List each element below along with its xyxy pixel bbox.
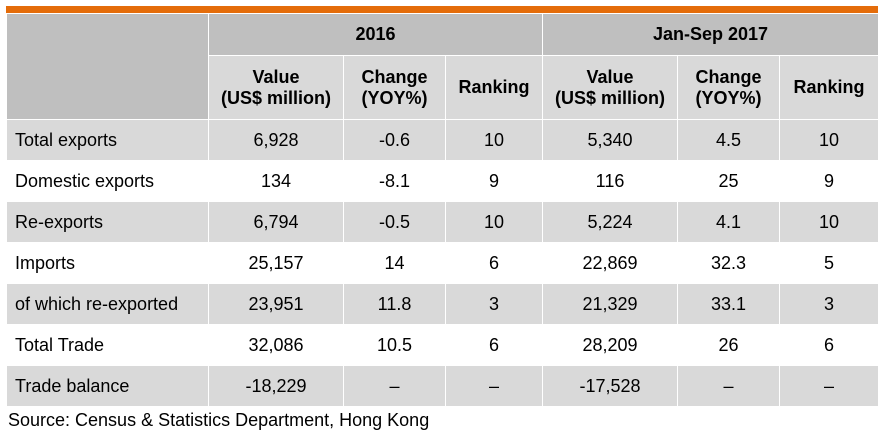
- table-cell: -17,528: [542, 365, 679, 407]
- column-header-change: Change (YOY%): [677, 55, 781, 120]
- header-period-row: 2016 Jan-Sep 2017: [6, 13, 880, 120]
- table-cell: 22,869: [542, 242, 679, 284]
- table-row: Domestic exports 134 -8.1 9 116 25 9: [6, 160, 880, 202]
- table-cell: 32.3: [677, 242, 781, 284]
- table-cell: 25,157: [208, 242, 344, 284]
- table-cell: 6: [444, 242, 544, 284]
- table-cell: 5,224: [542, 201, 679, 243]
- table-row: Total exports 6,928 -0.6 10 5,340 4.5 10: [6, 119, 880, 161]
- table-cell: 26: [677, 324, 781, 366]
- table-cell: 10: [444, 119, 544, 161]
- table-cell: 3: [444, 283, 544, 325]
- table-cell: 9: [444, 160, 544, 202]
- row-label: Total Trade: [6, 324, 209, 366]
- table-cell: –: [779, 365, 880, 407]
- table-cell: 21,329: [542, 283, 679, 325]
- column-header-change: Change (YOY%): [343, 55, 446, 120]
- table-cell: 4.1: [677, 201, 781, 243]
- table-cell: 3: [779, 283, 880, 325]
- row-label: of which re-exported: [6, 283, 209, 325]
- table-row: Imports 25,157 14 6 22,869 32.3 5: [6, 242, 880, 284]
- header-column-row: Value (US$ million) Change (YOY%) Ranking …: [7, 55, 880, 120]
- table-cell: 5,340: [542, 119, 679, 161]
- table-cell: 25: [677, 160, 781, 202]
- table-cell: 11.8: [343, 283, 446, 325]
- table-cell: 23,951: [208, 283, 344, 325]
- table-cell: 28,209: [542, 324, 679, 366]
- table-cell: 4.5: [677, 119, 781, 161]
- column-header-ranking: Ranking: [779, 55, 880, 120]
- row-label: Re-exports: [6, 201, 209, 243]
- table-cell: -0.6: [343, 119, 446, 161]
- table-cell: 6: [779, 324, 880, 366]
- table-row: Re-exports 6,794 -0.5 10 5,224 4.1 10: [6, 201, 880, 243]
- table-cell: 6,794: [208, 201, 344, 243]
- table-body: Total exports 6,928 -0.6 10 5,340 4.5 10 Domest…: [6, 119, 880, 407]
- table-cell: 5: [779, 242, 880, 284]
- table-cell: –: [444, 365, 544, 407]
- table-cell: 6: [444, 324, 544, 366]
- table-cell: 10.5: [343, 324, 446, 366]
- table-row: Total Trade 32,086 10.5 6 28,209 26 6: [6, 324, 880, 366]
- table-cell: 10: [779, 201, 880, 243]
- row-label: Domestic exports: [6, 160, 209, 202]
- table-cell: 33.1: [677, 283, 781, 325]
- table-row: of which re-exported 23,951 11.8 3 21,329 33.…: [6, 283, 880, 325]
- column-header-value: Value (US$ million): [208, 55, 344, 120]
- table-cell: 10: [444, 201, 544, 243]
- table-cell: 10: [779, 119, 880, 161]
- row-label: Trade balance: [6, 365, 209, 407]
- table-cell: -8.1: [343, 160, 446, 202]
- table-cell: 9: [779, 160, 880, 202]
- period-header-2016: 2016: [207, 13, 544, 56]
- trade-table: 2016 Jan-Sep 2017 Value (US$ million) Cha…: [6, 13, 880, 407]
- header-corner-cell: [6, 13, 209, 120]
- row-label: Imports: [6, 242, 209, 284]
- table-cell: –: [677, 365, 781, 407]
- table-cell: -0.5: [343, 201, 446, 243]
- table-cell: 116: [542, 160, 679, 202]
- table-cell: 32,086: [208, 324, 344, 366]
- table-cell: –: [343, 365, 446, 407]
- accent-bar: [6, 6, 878, 13]
- table-row: Trade balance -18,229– – -17,528– –: [6, 365, 880, 407]
- table-cell: 14: [343, 242, 446, 284]
- table-cell: 6,928: [208, 119, 344, 161]
- column-header-value: Value (US$ million): [542, 55, 679, 120]
- source-note: Source: Census & Statistics Department, …: [8, 410, 430, 430]
- table-cell: 134: [208, 160, 344, 202]
- column-header-ranking: Ranking: [444, 55, 544, 120]
- period-header-2017: Jan-Sep 2017: [542, 13, 880, 56]
- row-label: Total exports: [6, 119, 209, 161]
- table-cell: -18,229: [208, 365, 344, 407]
